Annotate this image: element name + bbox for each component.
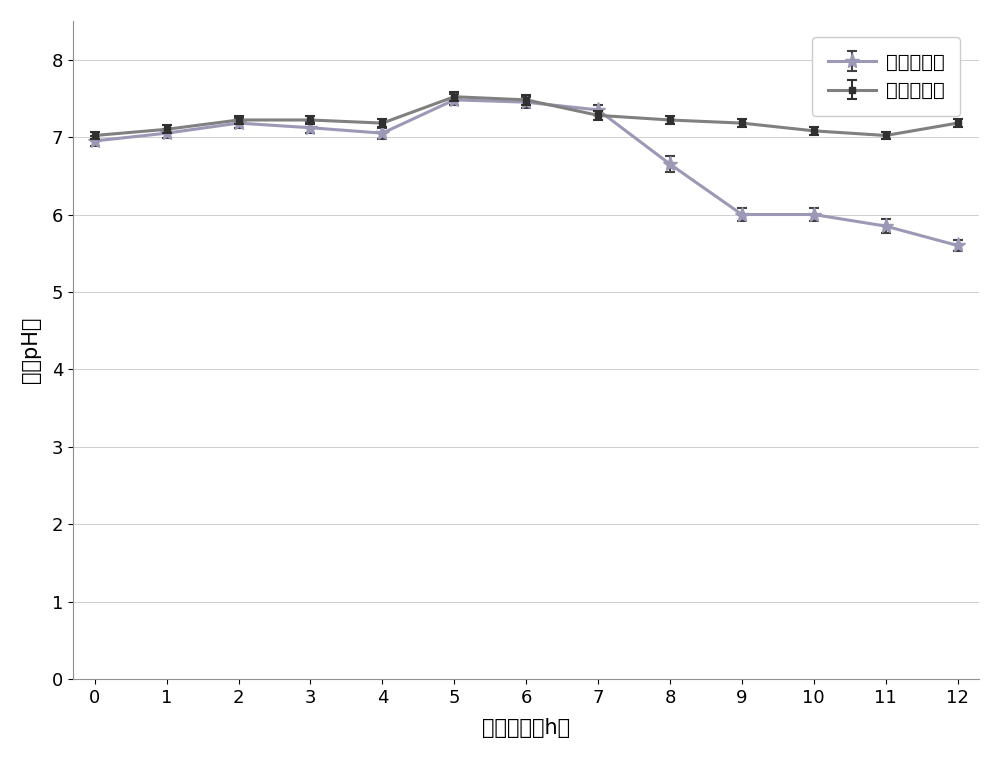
X-axis label: 培养时间（h）: 培养时间（h） — [482, 718, 570, 739]
Y-axis label: 菌液pH値: 菌液pH値 — [21, 317, 41, 383]
Legend: 原有培养基, 改良培养基: 原有培养基, 改良培养基 — [812, 37, 960, 116]
